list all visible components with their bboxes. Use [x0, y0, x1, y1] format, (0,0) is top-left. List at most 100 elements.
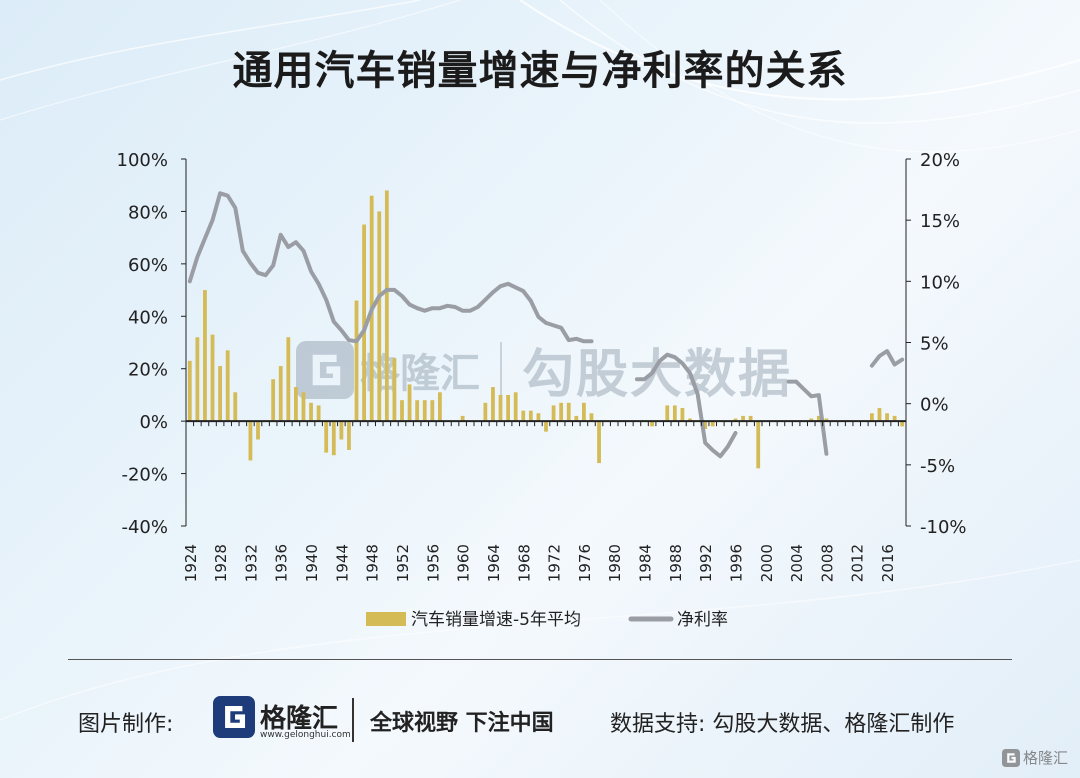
- x-tick-label: 1984: [637, 544, 655, 582]
- bar: [900, 421, 905, 427]
- bar: [347, 421, 351, 450]
- net-margin-line: [786, 379, 829, 456]
- bar: [339, 421, 344, 440]
- right-tick-label: -10%: [920, 517, 967, 538]
- bar: [491, 387, 495, 422]
- net-margin-line: [634, 352, 738, 459]
- corner-brand: 格隆汇: [1001, 747, 1068, 768]
- x-tick-label: 1988: [667, 544, 685, 582]
- bar: [528, 410, 533, 422]
- bar: [415, 400, 420, 422]
- bar: [809, 418, 814, 422]
- gelonghui-logo-icon: [1001, 748, 1020, 767]
- footer-label: 图片制作:: [78, 712, 174, 737]
- x-tick-label: 1952: [394, 544, 412, 582]
- bar: [225, 350, 230, 422]
- x-tick-label: 1968: [515, 544, 533, 582]
- x-tick-label: 2016: [879, 544, 897, 582]
- bar: [589, 413, 594, 422]
- bar: [377, 211, 382, 422]
- x-axis-labels: 1924 1928 1932 1936 1940 1944 1948 1952 1956 1960…: [182, 544, 897, 582]
- bar: [422, 400, 427, 422]
- gelonghui-logo-icon: [296, 340, 354, 399]
- x-tick-label: 1944: [333, 544, 351, 582]
- x-tick-label: 1976: [576, 544, 594, 582]
- x-tick-label: 1964: [485, 544, 503, 582]
- bar: [309, 402, 313, 422]
- bar: [278, 366, 283, 422]
- bar: [688, 418, 692, 422]
- bar: [438, 392, 442, 422]
- bar: [218, 366, 222, 422]
- bar: [672, 405, 677, 422]
- bar: [400, 400, 404, 422]
- bar: [483, 402, 488, 422]
- x-tick-label: 1936: [273, 544, 291, 582]
- bar: [650, 421, 654, 427]
- bar-series: [187, 190, 905, 469]
- bar: [885, 413, 889, 422]
- chart: 100% 80% 60% 40% 20% 0% -20% -40% 20% 15% 10% 5% 0% -…: [117, 150, 967, 630]
- x-tick-label: 1924: [182, 544, 200, 582]
- bar: [187, 360, 192, 422]
- left-tick-label: -20%: [121, 465, 168, 486]
- right-tick-label: 15%: [920, 211, 960, 232]
- footer-brand: 格隆汇: [260, 704, 339, 734]
- legend-bar-label: 汽车销量增速-5年平均: [411, 610, 581, 630]
- bar: [566, 402, 571, 422]
- gelonghui-logo-icon: [213, 696, 255, 738]
- watermark-separator: [500, 341, 502, 398]
- corner-brand-text: 格隆汇: [1022, 749, 1068, 767]
- bar: [384, 190, 389, 422]
- bar: [513, 392, 518, 422]
- bar: [741, 415, 745, 422]
- footer-divider: [68, 659, 1012, 660]
- bar: [256, 421, 260, 440]
- bar: [362, 224, 366, 422]
- bar: [824, 418, 829, 422]
- bar: [316, 405, 321, 422]
- x-tick-label: 1956: [424, 544, 442, 582]
- bar: [506, 394, 510, 422]
- bar: [354, 300, 359, 422]
- footer-slogan: 全球视野 下注中国: [370, 711, 554, 736]
- right-tick-label: 5%: [920, 334, 949, 355]
- bar: [195, 337, 200, 422]
- legend-line-label: 净利率: [677, 610, 728, 630]
- left-tick-label: 60%: [128, 255, 168, 276]
- watermark-text: 勾股大数据: [522, 345, 793, 405]
- x-tick-label: 2012: [849, 544, 867, 582]
- bar: [331, 421, 336, 456]
- footer-url: www.gelonghui.com: [260, 730, 351, 740]
- bar: [324, 421, 329, 453]
- bar: [407, 384, 412, 422]
- bar: [870, 413, 874, 422]
- left-tick-label: -40%: [121, 517, 168, 538]
- bar: [460, 415, 465, 422]
- line-series: [187, 191, 905, 459]
- bar: [710, 421, 715, 427]
- footer-separator: [352, 698, 354, 742]
- legend: 汽车销量增速-5年平均 净利率: [366, 610, 728, 630]
- right-tick-label: 20%: [920, 150, 960, 171]
- left-tick-label: 80%: [128, 202, 168, 223]
- bar: [392, 358, 397, 422]
- bar: [680, 408, 685, 422]
- bar: [498, 394, 503, 422]
- net-margin-line: [869, 349, 905, 368]
- x-tick-label: 1996: [727, 544, 745, 582]
- left-tick-label: 100%: [117, 150, 168, 171]
- x-tick-label: 1972: [546, 544, 564, 582]
- footer-source: 数据支持: 勾股大数据、格隆汇制作: [610, 712, 955, 737]
- bar: [816, 415, 821, 422]
- bar: [756, 421, 761, 469]
- bar: [233, 392, 238, 422]
- bar: [892, 415, 897, 422]
- left-tick-label: 20%: [128, 360, 168, 381]
- bar: [551, 405, 556, 422]
- bar: [597, 421, 601, 464]
- x-tick-label: 1980: [606, 544, 624, 582]
- bar: [733, 418, 738, 422]
- bar: [521, 410, 526, 422]
- bar: [536, 413, 541, 422]
